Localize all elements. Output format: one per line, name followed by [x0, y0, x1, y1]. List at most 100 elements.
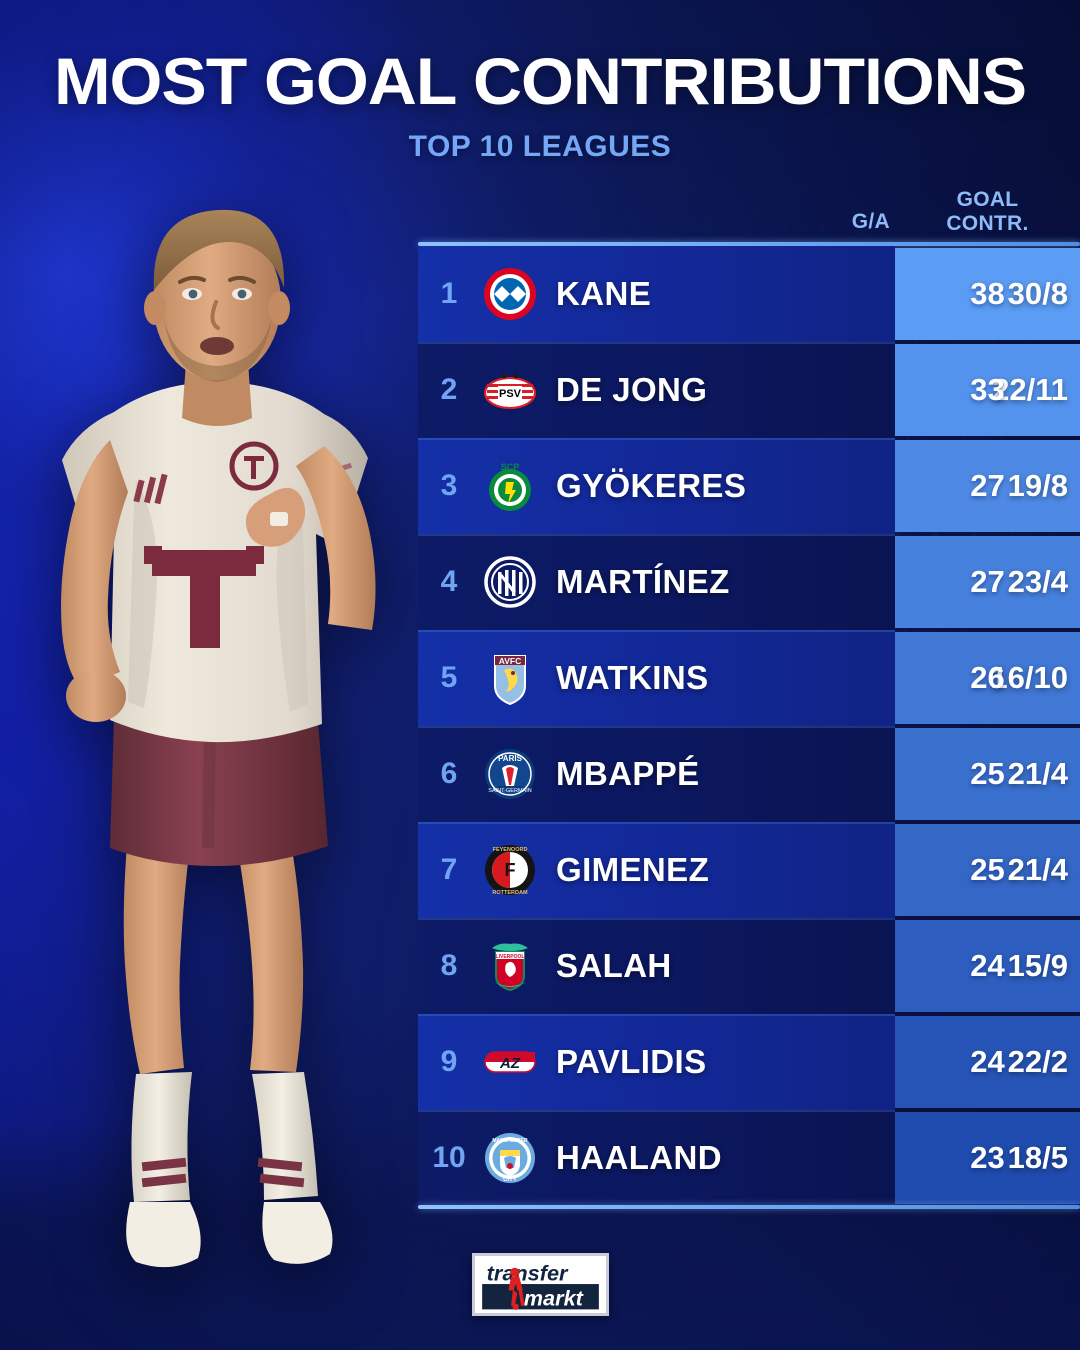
club-crest: F FEYENOORD ROTTERDAM: [482, 842, 538, 898]
goals-assists-value: 16/10: [990, 660, 1068, 695]
svg-text:AVFC: AVFC: [499, 656, 522, 666]
svg-text:SCP: SCP: [501, 462, 520, 472]
table-bottom-divider: [418, 1205, 1080, 1209]
column-header-goal-contributions: GOAL CONTR.: [895, 188, 1080, 236]
goals-assists-value: 18/5: [1007, 1140, 1068, 1175]
table-column-headers: G/A GOAL CONTR.: [418, 170, 1080, 242]
rank-number: 6: [440, 757, 458, 790]
crest-bayern-munich: [484, 268, 536, 320]
player-photo-harry-kane: [61, 209, 376, 1268]
crest-aston-villa: AVFC: [494, 655, 526, 706]
column-header-goal-line2: CONTR.: [946, 212, 1029, 236]
table-row[interactable]: 10 MANCHESTER CITY HAALAND 18/5 23: [418, 1110, 1080, 1206]
crest-sporting-cp: SCP: [489, 462, 531, 511]
rank-number: 5: [440, 661, 458, 694]
svg-text:MANCHESTER: MANCHESTER: [492, 1138, 528, 1144]
table-row[interactable]: 2 PSV DE JONG 22/11 33: [418, 342, 1080, 438]
goal-contribution-cell-background: [895, 632, 1080, 724]
svg-text:PSV: PSV: [499, 388, 522, 400]
svg-text:CITY: CITY: [503, 1177, 517, 1183]
goal-contribution-cell-background: [895, 1016, 1080, 1108]
rank-number: 1: [440, 277, 458, 310]
goals-assists-value: 22/2: [1007, 1044, 1068, 1079]
goals-assists-value: 22/11: [992, 372, 1068, 407]
table-row[interactable]: 4 MARTÍNEZ 23/4 27: [418, 534, 1080, 630]
column-header-goal-line1: GOAL: [956, 188, 1019, 212]
rank-number: 7: [440, 853, 458, 886]
player-name: HAALAND: [556, 1139, 722, 1176]
goal-contributions-value: 25: [970, 756, 1005, 791]
table-row[interactable]: 1 KANE 30/8 38: [418, 246, 1080, 342]
crest-feyenoord: F FEYENOORD ROTTERDAM: [485, 845, 535, 896]
row-separator: [418, 1014, 895, 1016]
goals-assists-value: 15/9: [1007, 948, 1068, 983]
rank-number: 4: [440, 565, 458, 598]
goals-assists-value: 23/4: [1007, 564, 1068, 599]
club-crest: SCP: [482, 458, 538, 514]
crest-liverpool: LIVERPOOL: [492, 943, 528, 992]
rank-number: 2: [440, 373, 458, 406]
table-rows-container: 1 KANE 30/8 38 2 PSV DE JONG 22/11 33 3 SCP GYÖ…: [418, 246, 1080, 1206]
svg-text:PARIS: PARIS: [498, 754, 523, 763]
goals-assists-value: 30/8: [1007, 276, 1068, 311]
svg-text:LIVERPOOL: LIVERPOOL: [496, 954, 525, 960]
goal-contribution-cell-background: [895, 1112, 1080, 1204]
goal-contributions-value: 27: [970, 564, 1005, 599]
goal-contributions-value: 25: [970, 852, 1005, 887]
goal-contribution-cell-background: [895, 920, 1080, 1012]
club-crest: MANCHESTER CITY: [482, 1130, 538, 1186]
player-name: GIMENEZ: [556, 851, 710, 888]
svg-text:F: F: [505, 860, 516, 880]
goals-assists-value: 19/8: [1007, 468, 1068, 503]
logo-player-figure: [508, 1267, 525, 1310]
club-crest: AZ: [482, 1034, 538, 1090]
row-separator: [418, 534, 895, 536]
row-separator: [418, 918, 895, 920]
table-top-divider: [418, 242, 1080, 246]
logo-text-markt: markt: [524, 1286, 584, 1311]
table-row[interactable]: 9 AZ PAVLIDIS 22/2 24: [418, 1014, 1080, 1110]
transfermarkt-logo-mark: transfer markt: [478, 1256, 603, 1313]
goal-contribution-cell-background: [895, 536, 1080, 628]
club-crest: AVFC: [482, 650, 538, 706]
club-crest: PSV: [482, 362, 538, 418]
crest-inter-milan: [484, 556, 536, 608]
crest-psv-eindhoven: PSV: [484, 373, 536, 409]
row-separator: [418, 630, 895, 632]
rank-number: 8: [440, 949, 458, 982]
transfermarkt-logo: transfer markt: [472, 1253, 609, 1316]
page-title: MOST GOAL CONTRIBUTIONS: [53, 44, 1027, 118]
svg-text:ROTTERDAM: ROTTERDAM: [492, 890, 528, 896]
crest-manchester-city: MANCHESTER CITY: [485, 1133, 535, 1183]
club-crest: LIVERPOOL: [482, 938, 538, 994]
goal-contributions-value: 24: [970, 1044, 1005, 1079]
player-name: KANE: [556, 275, 652, 312]
row-separator: [418, 342, 895, 344]
player-name: GYÖKERES: [556, 467, 747, 504]
table-row[interactable]: 6 PARIS SAINT-GERMAIN MBAPPÉ 21/4 25: [418, 726, 1080, 822]
goals-assists-value: 21/4: [1007, 756, 1068, 791]
ranking-table: G/A GOAL CONTR. 1 KANE 30/8 38 2 PSV DE JON…: [418, 170, 1080, 1209]
header: MOST GOAL CONTRIBUTIONS TOP 10 LEAGUES: [0, 0, 1080, 162]
table-row[interactable]: 5 AVFC WATKINS 16/10 26: [418, 630, 1080, 726]
table-row[interactable]: 3 SCP GYÖKERES 19/8 27: [418, 438, 1080, 534]
row-separator: [418, 822, 895, 824]
row-separator: [418, 438, 895, 440]
player-name: MARTÍNEZ: [556, 563, 730, 600]
svg-text:AZ: AZ: [499, 1055, 521, 1072]
goal-contribution-cell-background: [895, 248, 1080, 340]
goal-contributions-value: 38: [970, 276, 1005, 311]
table-row[interactable]: 7 F FEYENOORD ROTTERDAM GIMENEZ 21/4 25: [418, 822, 1080, 918]
rank-number: 9: [440, 1045, 458, 1078]
column-header-ga: G/A: [851, 210, 890, 234]
rank-number: 10: [432, 1141, 466, 1174]
table-row[interactable]: 8 LIVERPOOL SALAH 15/9 24: [418, 918, 1080, 1014]
player-name: DE JONG: [556, 371, 708, 408]
club-crest: [482, 554, 538, 610]
goals-assists-value: 21/4: [1007, 852, 1068, 887]
goal-contribution-cell-background: [895, 440, 1080, 532]
player-name: PAVLIDIS: [556, 1043, 707, 1080]
player-name: SALAH: [556, 947, 672, 984]
page-subtitle: TOP 10 LEAGUES: [408, 130, 672, 163]
player-name: WATKINS: [556, 659, 709, 696]
